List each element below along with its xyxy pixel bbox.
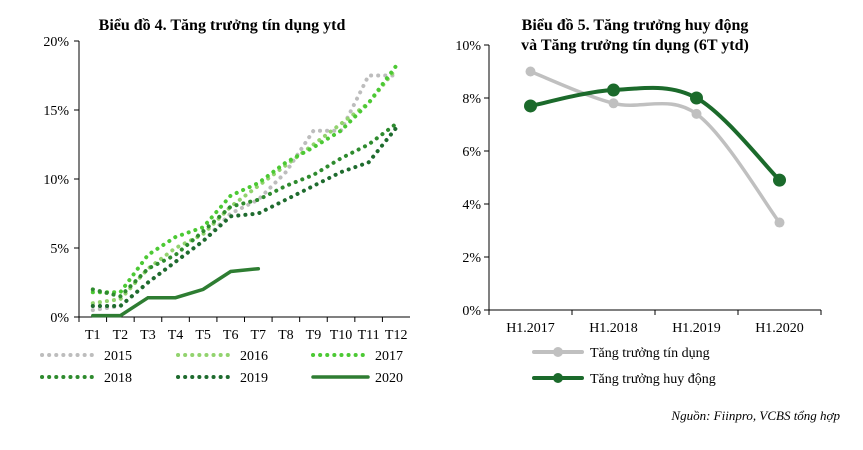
chart2-x-tick-label: H1.2019 [672, 321, 721, 336]
chart2-data-point [691, 108, 702, 119]
chart1-y-tick-label: 20% [43, 35, 69, 50]
chart2-data-point [608, 98, 619, 109]
chart1-y-tick-label: 0% [50, 311, 69, 326]
chart2-data-point [524, 99, 537, 113]
chart1-legend: 2015 2016 2017 2018 2019 2020 [40, 349, 403, 386]
chart2-series-line [528, 85, 782, 183]
chart1-x-tick-label: T10 [330, 328, 353, 343]
chart1-series-2020 [91, 266, 261, 318]
chart1-x-tick-label: T9 [306, 328, 322, 343]
chart1-series-2019 [90, 125, 399, 308]
chart1-series-2017 [90, 63, 399, 295]
chart2-legend-marker [553, 373, 563, 383]
chart1-legend-label: 2017 [375, 349, 403, 364]
chart2-title-line2: và Tăng trưởng tín dụng (6T ytd) [521, 37, 749, 54]
chart2-data-point [774, 217, 785, 228]
chart1-legend-label: 2016 [240, 349, 268, 364]
chart1-series-2016 [90, 66, 399, 306]
chart1-x-tick-label: T7 [251, 328, 267, 343]
chart1-series-2015 [90, 73, 399, 313]
chart2-data-point [525, 66, 536, 77]
chart2-x-tick-label: H1.2017 [506, 321, 555, 336]
chart1-x-tick-label: T1 [85, 328, 101, 343]
chart1-x-tick-label: T6 [223, 328, 239, 343]
chart1-y-tick-label: 5% [50, 242, 69, 257]
chart2-x-tick-label: H1.2020 [755, 321, 804, 336]
chart2-legend-label: Tăng trưởng tín dụng [590, 346, 710, 361]
chart1-x-tick-label: T2 [113, 328, 129, 343]
chart2-y-tick-label: 0% [462, 304, 481, 319]
chart1-y-tick-label: 10% [43, 173, 69, 188]
chart2-series-line [528, 69, 782, 225]
chart2-legend-marker [553, 347, 563, 357]
chart-deposit-vs-credit: Biểu đồ 5. Tăng trưởng huy động và Tăng … [455, 17, 822, 387]
chart1-legend-label: 2018 [104, 371, 132, 386]
chart1-x-tick-label: T5 [195, 328, 211, 343]
chart2-title-line1: Biểu đồ 5. Tăng trưởng huy động [522, 17, 749, 34]
chart1-x-tick-label: T3 [140, 328, 156, 343]
chart2-data-point [773, 173, 786, 187]
chart2-data-point [690, 91, 703, 105]
source-note: Nguồn: Fiinpro, VCBS tổng hợp [670, 408, 840, 423]
chart1-legend-label: 2015 [104, 349, 132, 364]
chart2-x-tick-label: H1.2018 [589, 321, 638, 336]
chart2-data-point [607, 83, 620, 97]
chart1-legend-label: 2020 [375, 371, 403, 386]
chart1-y-tick-label: 15% [43, 104, 69, 119]
chart2-y-tick-label: 8% [462, 92, 481, 107]
chart1-x-tick-label: T4 [168, 328, 184, 343]
chart2-y-tick-label: 2% [462, 251, 481, 266]
chart1-legend-label: 2019 [240, 371, 268, 386]
chart2-y-tick-label: 4% [462, 198, 481, 213]
chart2-y-tick-label: 6% [462, 145, 481, 160]
chart-credit-growth-ytd: Biểu đồ 4. Tăng trưởng tín dụng ytd 0% 5%… [40, 17, 410, 386]
chart1-title: Biểu đồ 4. Tăng trưởng tín dụng ytd [99, 17, 346, 34]
chart1-x-tick-label: T12 [385, 328, 408, 343]
chart1-x-tick-label: T8 [278, 328, 294, 343]
chart2-y-tick-label: 10% [455, 39, 481, 54]
chart2-legend-label: Tăng trưởng huy động [590, 372, 716, 387]
chart2-legend: Tăng trưởng tín dụng Tăng trưởng huy động [532, 346, 716, 387]
chart1-series-2018 [90, 121, 399, 299]
chart1-x-tick-label: T11 [358, 328, 380, 343]
